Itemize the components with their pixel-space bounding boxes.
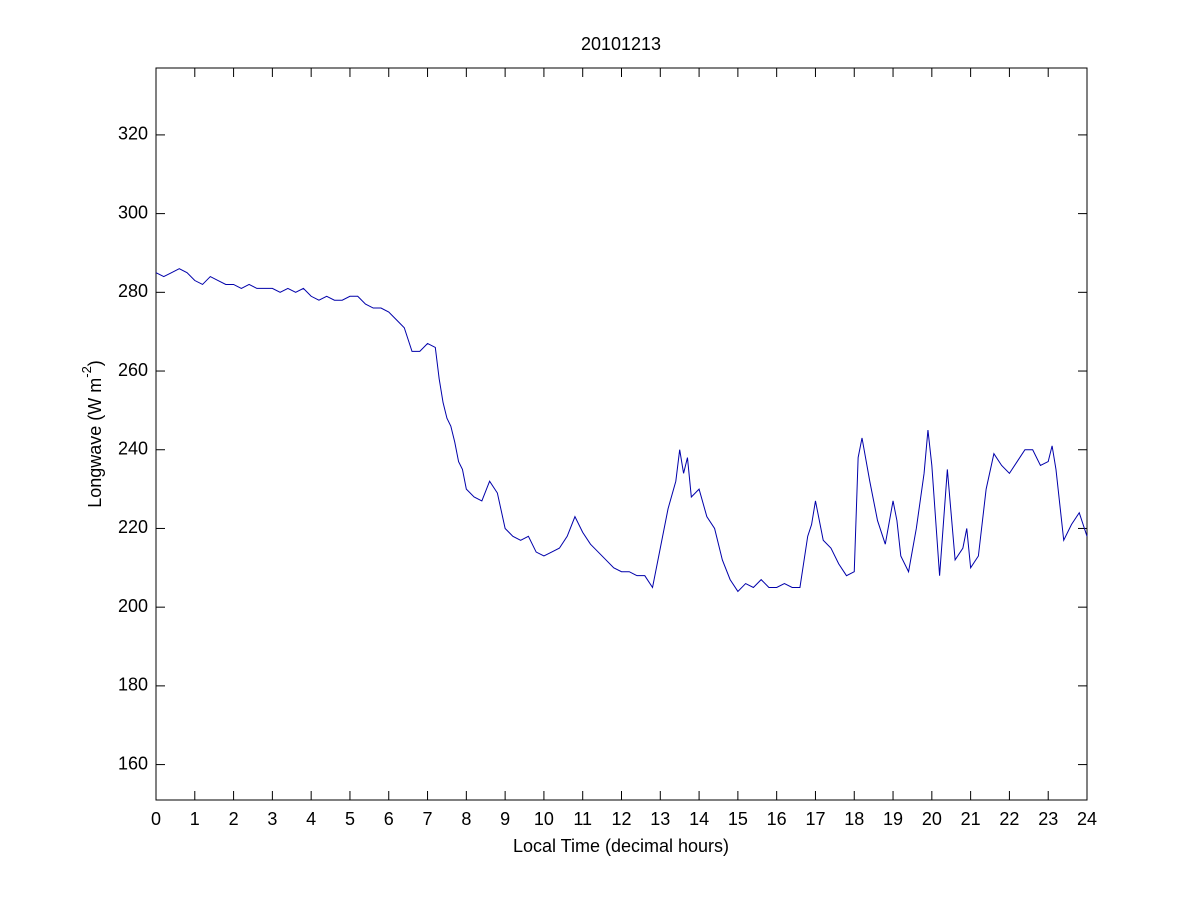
x-tick-label: 5 (345, 809, 355, 829)
x-tick-label: 8 (461, 809, 471, 829)
x-tick-label: 6 (384, 809, 394, 829)
chart-title: 20101213 (581, 34, 661, 54)
y-tick-label: 320 (118, 124, 148, 144)
y-tick-label: 160 (118, 753, 148, 773)
x-tick-label: 2 (229, 809, 239, 829)
x-tick-label: 22 (999, 809, 1019, 829)
x-tick-label: 19 (883, 809, 903, 829)
y-tick-label: 240 (118, 438, 148, 458)
x-tick-label: 15 (728, 809, 748, 829)
x-tick-label: 17 (805, 809, 825, 829)
y-tick-label: 300 (118, 202, 148, 222)
x-tick-label: 10 (534, 809, 554, 829)
x-tick-label: 14 (689, 809, 709, 829)
y-axis-label-sup: -2 (79, 366, 94, 378)
x-tick-label: 16 (767, 809, 787, 829)
x-tick-label: 3 (267, 809, 277, 829)
x-tick-label: 12 (611, 809, 631, 829)
x-axis-label: Local Time (decimal hours) (513, 836, 729, 856)
x-tick-label: 23 (1038, 809, 1058, 829)
x-tick-label: 20 (922, 809, 942, 829)
x-tick-label: 11 (573, 809, 592, 829)
y-tick-label: 260 (118, 360, 148, 380)
y-tick-label: 180 (118, 675, 148, 695)
x-tick-label: 7 (423, 809, 433, 829)
y-tick-label: 200 (118, 596, 148, 616)
x-tick-label: 18 (844, 809, 864, 829)
y-axis-label: Longwave (W m-2) (79, 360, 104, 508)
x-tick-label: 24 (1077, 809, 1097, 829)
data-line (155, 268, 1088, 593)
y-tick-label: 280 (118, 281, 148, 301)
x-tick-label: 0 (151, 809, 161, 829)
x-tick-label: 9 (500, 809, 510, 829)
y-tick-label: 220 (118, 517, 148, 537)
x-tick-label: 4 (306, 809, 316, 829)
x-tick-label: 21 (961, 809, 981, 829)
x-tick-label: 1 (190, 809, 200, 829)
y-axis-label-text: Longwave (W m (85, 378, 105, 508)
x-tick-label: 13 (650, 809, 670, 829)
y-axis-label-suffix: ) (85, 360, 105, 366)
